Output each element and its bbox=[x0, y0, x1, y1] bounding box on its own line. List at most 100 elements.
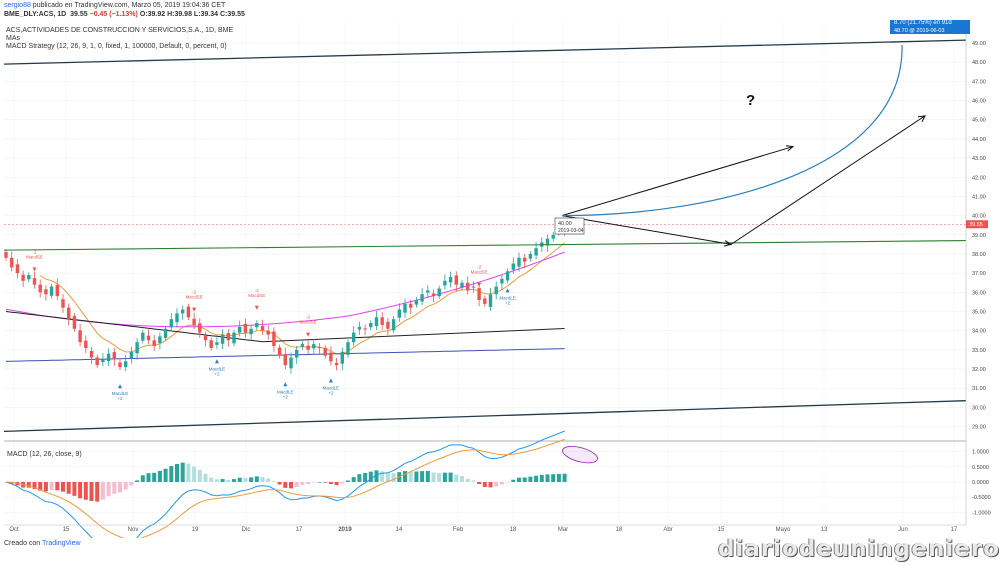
symbol-label: BME_DLY:ACS, 1D bbox=[4, 11, 67, 18]
macd-histogram-bar bbox=[260, 477, 265, 482]
candle-body bbox=[420, 294, 424, 302]
macd-histogram-bar bbox=[351, 477, 356, 482]
macd-histogram-bar bbox=[209, 477, 214, 482]
macd-histogram-bar bbox=[237, 477, 242, 482]
candle-body bbox=[124, 361, 128, 368]
time-tick-label: Abr bbox=[663, 527, 672, 533]
macd-histogram-bar bbox=[306, 481, 311, 485]
time-axis[interactable]: Oct 15 Nov 19 Dic 17 2019 14 Feb 18 Mar 18 Abr 15 Mayo… bbox=[4, 524, 966, 533]
macd-histogram-bar bbox=[95, 481, 100, 502]
signal-label: MacdLE bbox=[112, 391, 129, 396]
macd-histogram-bar bbox=[505, 481, 510, 483]
candle-body bbox=[243, 323, 248, 333]
signal-arrow bbox=[477, 282, 482, 287]
macd-histogram-bar bbox=[368, 471, 373, 482]
candle-body bbox=[511, 263, 515, 270]
price-axis[interactable]: 29.00 30.00 31.00 32.00 33.00 34.00 35.00 36.00… bbox=[965, 20, 991, 525]
candle-body bbox=[357, 326, 362, 330]
macd-histogram-bar bbox=[431, 472, 436, 482]
macd-histogram-bar bbox=[522, 477, 527, 482]
macd-histogram-bar bbox=[414, 471, 419, 482]
candle-body bbox=[186, 306, 191, 318]
macd-histogram-bar bbox=[78, 481, 83, 499]
time-tick-label: 2019 bbox=[338, 527, 352, 533]
macd-histogram-bar bbox=[157, 471, 162, 482]
macd-histogram-bar bbox=[232, 479, 236, 482]
price-tick-label: 30.00 bbox=[972, 405, 986, 411]
time-tick-label: Feb bbox=[453, 527, 464, 533]
candle-body bbox=[426, 290, 430, 293]
candle-body bbox=[4, 252, 8, 258]
author-link[interactable]: sergio88 bbox=[4, 2, 31, 9]
candle-body bbox=[44, 289, 48, 295]
candle-body bbox=[397, 309, 401, 318]
candle-body bbox=[15, 264, 20, 274]
price-tick-label: 35.00 bbox=[972, 310, 986, 316]
signal-arrow bbox=[283, 382, 288, 387]
macd-histogram-bar bbox=[55, 481, 60, 491]
macd-histogram-bar bbox=[254, 476, 259, 482]
macd-histogram-bar bbox=[556, 473, 561, 482]
macd-histogram-bar bbox=[545, 474, 550, 482]
candle-body bbox=[158, 336, 162, 343]
signal-label: MacdSE bbox=[26, 254, 43, 259]
macd-histogram-bar bbox=[289, 481, 293, 489]
candle-body bbox=[454, 275, 458, 285]
macd-histogram-bar bbox=[391, 473, 396, 482]
macd-histogram-bar bbox=[186, 463, 191, 482]
price-tick-label: 41.00 bbox=[972, 194, 986, 200]
macd-histogram-bar bbox=[106, 481, 111, 497]
macd-histogram-bar bbox=[61, 481, 65, 492]
price-tick-label: 49.00 bbox=[972, 41, 986, 47]
publish-info: sergio88 publicado en TradingView.com, M… bbox=[4, 1, 225, 10]
tradingview-logo[interactable]: TradingView bbox=[42, 540, 81, 547]
price-chart[interactable]: MacdSE-2MacdLE+2MacdSE-2MacdLE+2MacdSE-2… bbox=[0, 20, 1006, 538]
macd-histogram-bar bbox=[482, 481, 487, 488]
candle-body bbox=[249, 328, 253, 335]
macd-histogram-bar bbox=[135, 480, 140, 482]
candle-body bbox=[500, 278, 504, 284]
candlesticks bbox=[4, 219, 567, 374]
legend-symbol: ACS,ACTIVIDADES DE CONSTRUCCION Y SERVIC… bbox=[6, 27, 233, 34]
macd-tick-label: -0.5000 bbox=[972, 495, 991, 501]
candle-body bbox=[346, 342, 350, 355]
macd-histogram-bar bbox=[163, 468, 168, 482]
candle-body bbox=[363, 328, 367, 330]
projection-curve bbox=[561, 44, 903, 217]
signal-label: MacdLE bbox=[323, 385, 340, 390]
time-tick-label: 13 bbox=[821, 527, 828, 533]
macd-histogram-bar bbox=[323, 481, 328, 483]
candle-body bbox=[403, 303, 407, 313]
time-tick-label: 17 bbox=[951, 527, 958, 533]
candle-body bbox=[89, 351, 94, 358]
signal-qty: -2 bbox=[255, 288, 259, 293]
macd-histogram-bar bbox=[311, 481, 316, 483]
candle-body bbox=[437, 288, 441, 297]
time-tick-label: Oct bbox=[9, 527, 19, 533]
macd-histogram-bar bbox=[408, 471, 413, 482]
macd-histogram-bar bbox=[534, 475, 539, 482]
price-tick-label: 36.00 bbox=[972, 290, 986, 296]
price-tick-label: 44.00 bbox=[972, 137, 986, 143]
macd-histogram-bar bbox=[300, 481, 305, 485]
candle-body bbox=[391, 319, 396, 331]
candle-body bbox=[380, 317, 384, 325]
candle-body bbox=[334, 362, 339, 366]
macd-histogram-bar bbox=[140, 475, 145, 482]
price-tick-label: 48.00 bbox=[972, 60, 986, 66]
candle-body bbox=[55, 285, 59, 297]
macd-histogram-bar bbox=[89, 481, 94, 501]
signal-qty: +2 bbox=[117, 396, 123, 401]
signal-arrow bbox=[214, 359, 219, 364]
candle-body bbox=[329, 352, 333, 362]
candle-body bbox=[203, 335, 208, 341]
legend-strategy: MACD Strategy (12, 26, 9, 1, 0, fixed, 1… bbox=[6, 43, 227, 50]
macd-histogram-bar bbox=[249, 477, 254, 482]
macd-line bbox=[5, 430, 565, 538]
candle-body bbox=[545, 238, 550, 246]
macd-histogram-bar bbox=[317, 481, 322, 483]
signal-arrow bbox=[192, 307, 197, 312]
macd-histogram-bar bbox=[100, 481, 105, 500]
time-tick-label: 19 bbox=[192, 527, 199, 533]
macd-title: MACD (12, 26, close, 9) bbox=[7, 451, 82, 458]
